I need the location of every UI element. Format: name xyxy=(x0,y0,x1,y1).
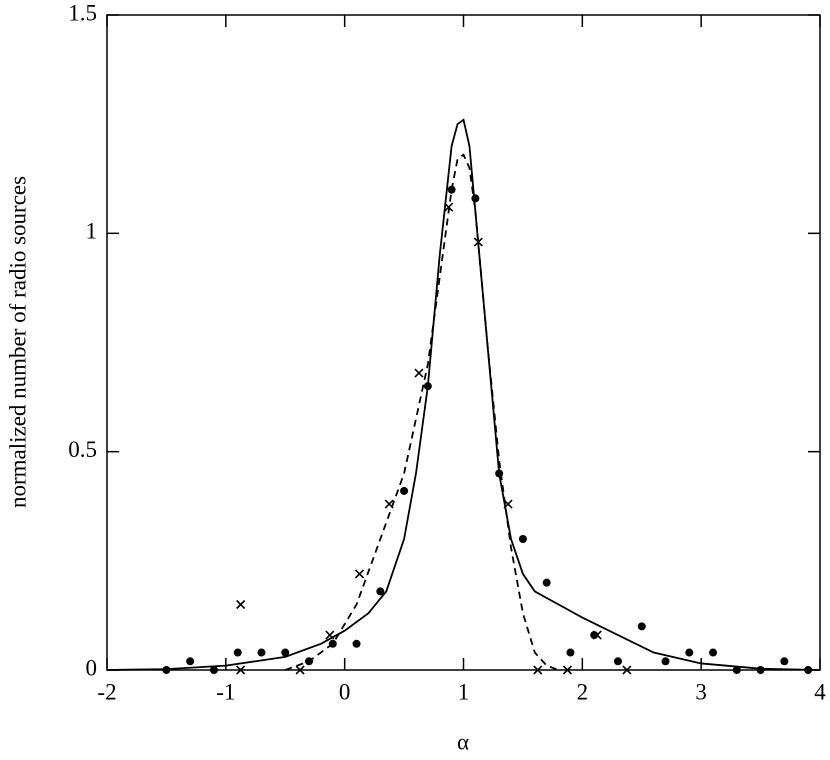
data-point xyxy=(236,665,246,675)
x-tick-label: -2 xyxy=(97,679,116,704)
data-point xyxy=(637,622,646,631)
data-point xyxy=(622,665,632,675)
plot-frame xyxy=(106,14,821,671)
data-point xyxy=(518,535,527,543)
data-point xyxy=(186,657,195,666)
data-point xyxy=(804,666,813,674)
series-line xyxy=(106,118,821,671)
series-line xyxy=(284,153,559,671)
data-point xyxy=(209,666,218,674)
data-point xyxy=(613,657,622,666)
data-point xyxy=(384,499,394,509)
data-point xyxy=(447,185,456,194)
data-point xyxy=(473,237,483,247)
y-tick-label: 1 xyxy=(86,219,98,244)
data-point xyxy=(305,657,314,666)
data-point xyxy=(592,630,602,640)
data-point xyxy=(162,666,171,674)
x-tick-label: 1 xyxy=(458,679,470,704)
data-point xyxy=(471,194,480,203)
data-point xyxy=(685,648,694,657)
y-tick-label: 0 xyxy=(86,655,98,680)
data-point xyxy=(566,648,575,657)
data-point xyxy=(400,486,409,495)
data-point xyxy=(756,666,765,674)
data-point xyxy=(661,657,670,666)
x-tick-label: 4 xyxy=(814,679,826,704)
y-tick-label: 0.5 xyxy=(68,437,97,462)
data-point xyxy=(780,657,789,666)
data-point xyxy=(542,578,551,587)
data-point xyxy=(236,599,246,610)
data-point xyxy=(414,368,424,378)
data-point xyxy=(295,665,305,675)
data-point xyxy=(257,648,266,657)
data-point xyxy=(503,499,513,509)
data-point xyxy=(233,648,242,657)
data-point xyxy=(562,665,573,675)
y-axis-label: normalized number of radio sources xyxy=(5,176,30,508)
data-point xyxy=(533,665,543,675)
data-point xyxy=(376,587,385,596)
data-point xyxy=(325,630,335,640)
data-point xyxy=(732,666,741,674)
x-axis-label: α xyxy=(457,729,469,754)
x-tick-label: 2 xyxy=(577,679,589,704)
x-tick-label: 0 xyxy=(339,679,351,704)
data-point xyxy=(444,202,454,212)
data-point xyxy=(495,469,504,478)
data-point xyxy=(354,569,365,579)
x-tick-label: 3 xyxy=(695,679,707,704)
data-point xyxy=(423,382,432,391)
data-point xyxy=(352,639,361,648)
x-tick-label: -1 xyxy=(216,679,235,704)
data-point xyxy=(328,639,337,648)
data-point xyxy=(709,648,718,657)
data-point xyxy=(281,648,290,657)
y-tick-label: 1.5 xyxy=(68,0,97,25)
